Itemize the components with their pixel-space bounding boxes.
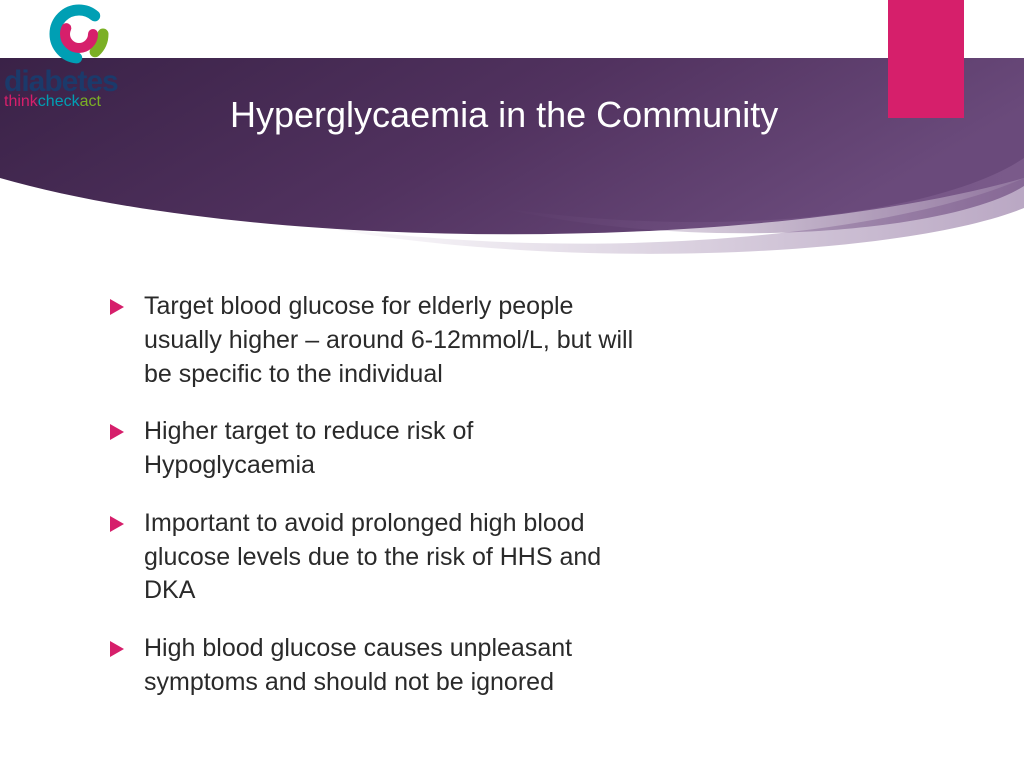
triangle-bullet-icon — [108, 640, 126, 658]
accent-tab — [888, 0, 964, 118]
logo-sub-act: act — [80, 93, 101, 110]
triangle-bullet-icon — [108, 423, 126, 441]
bullet-text: Higher target to reduce risk of Hypoglyc… — [144, 415, 638, 483]
bullet-text: Target blood glucose for elderly people … — [144, 290, 638, 391]
list-item: Important to avoid prolonged high blood … — [108, 507, 638, 608]
triangle-bullet-icon — [108, 298, 126, 316]
logo-sub-think: think — [4, 93, 38, 110]
brand-logo: diabetes thinkcheckact — [4, 2, 154, 111]
bullet-text: Important to avoid prolonged high blood … — [144, 507, 638, 608]
logo-ring-icon — [47, 2, 111, 66]
logo-sub-check: check — [38, 93, 80, 110]
triangle-bullet-icon — [108, 515, 126, 533]
list-item: Higher target to reduce risk of Hypoglyc… — [108, 415, 638, 483]
bullet-text: High blood glucose causes unpleasant sym… — [144, 632, 638, 700]
slide-title: Hyperglycaemia in the Community — [230, 92, 778, 137]
list-item: High blood glucose causes unpleasant sym… — [108, 632, 638, 700]
bullet-list: Target blood glucose for elderly people … — [108, 290, 638, 724]
logo-text-main: diabetes — [4, 68, 154, 95]
logo-text-sub: thinkcheckact — [4, 93, 154, 111]
list-item: Target blood glucose for elderly people … — [108, 290, 638, 391]
slide: diabetes thinkcheckact — [0, 0, 1024, 768]
